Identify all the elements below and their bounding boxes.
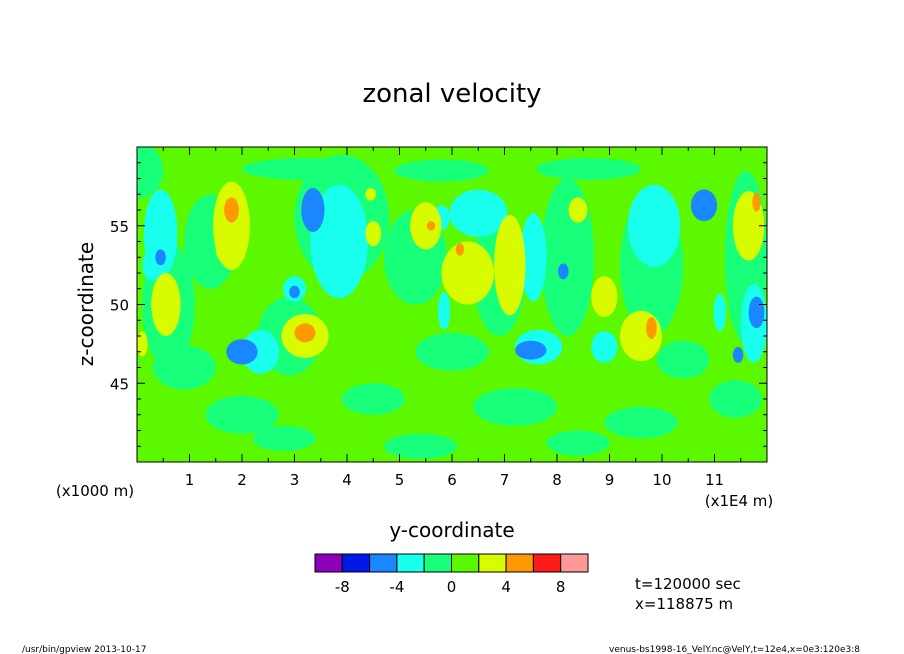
contour-region xyxy=(748,296,765,329)
contour-region xyxy=(137,331,148,357)
contour-region xyxy=(455,243,465,256)
contour-region xyxy=(294,323,316,343)
x-tick-label: 10 xyxy=(652,471,671,489)
y-tick-label: 50 xyxy=(110,297,129,315)
contour-region xyxy=(151,273,181,336)
contour-region xyxy=(137,147,164,199)
contour-region xyxy=(289,285,300,299)
colorbar-tick-label: 4 xyxy=(501,578,511,596)
contour-region xyxy=(310,184,368,299)
contour-region xyxy=(205,395,279,434)
y-tick-label: 55 xyxy=(110,218,129,236)
contour-region xyxy=(365,188,376,201)
contour-region xyxy=(732,347,744,363)
y-axis-ticks: 45 50 55 xyxy=(110,162,767,447)
x-axis-label: y-coordinate xyxy=(389,518,514,542)
contour-region xyxy=(591,331,618,363)
contour-region xyxy=(558,263,569,280)
contour-region xyxy=(713,293,727,332)
contour-region xyxy=(656,340,710,379)
footer-right: venus-bs1998-16_VelY.nc@VelY,t=12e4,x=0e… xyxy=(609,645,860,654)
x-scale-note: (x1E4 m) xyxy=(705,492,774,510)
contour-region xyxy=(752,192,761,212)
contour-region xyxy=(394,159,489,182)
x-tick-label: 5 xyxy=(395,471,405,489)
x-tick-label: 4 xyxy=(342,471,352,489)
colorbar-swatch xyxy=(451,553,480,573)
x-tick-label: 11 xyxy=(705,471,724,489)
colorbar-swatch xyxy=(341,553,371,573)
contour-region xyxy=(568,197,588,223)
contour-region xyxy=(646,317,657,340)
colorbar-swatch xyxy=(532,553,562,573)
contour-region xyxy=(365,221,382,247)
contour-region xyxy=(494,214,526,316)
x-tick-label: 3 xyxy=(290,471,300,489)
contour-region xyxy=(301,188,325,232)
x-tick-label: 9 xyxy=(605,471,615,489)
contour-region xyxy=(536,158,641,180)
contour-region xyxy=(242,329,279,374)
y-axis-label: z-coordinate xyxy=(74,242,98,366)
y-scale-note: (x1000 m) xyxy=(56,482,134,500)
colorbar-swatch xyxy=(396,553,425,573)
footer-left: /usr/bin/gpview 2013-10-17 xyxy=(22,645,146,654)
y-tick-label: 45 xyxy=(110,375,129,393)
colorbar-swatch xyxy=(314,553,343,573)
contour-region xyxy=(620,310,662,362)
x-tick-label: 8 xyxy=(552,471,562,489)
contour-region xyxy=(591,276,618,318)
contour-region xyxy=(473,388,557,426)
contour-region xyxy=(604,406,678,439)
contour-region xyxy=(242,158,368,180)
colorbar-swatch xyxy=(560,553,589,573)
chart-title: zonal velocity xyxy=(362,79,541,109)
colorbar-swatch xyxy=(505,553,534,573)
contour-region xyxy=(415,332,489,371)
position-annotation: x=118875 m xyxy=(635,595,733,613)
contour-region xyxy=(341,383,405,415)
contour-region xyxy=(449,189,508,237)
contour-region xyxy=(383,433,458,459)
contour-region xyxy=(215,233,242,266)
colorbar: -8 -4 0 4 8 xyxy=(314,553,589,596)
contour-region xyxy=(155,249,166,266)
x-tick-label: 2 xyxy=(237,471,247,489)
contour-region xyxy=(709,380,762,418)
x-tick-label: 1 xyxy=(185,471,195,489)
x-tick-label: 6 xyxy=(447,471,457,489)
contour-region xyxy=(224,197,239,223)
colorbar-swatch xyxy=(423,553,453,573)
contour-region xyxy=(152,345,216,390)
contour-region xyxy=(252,425,316,451)
x-axis-ticks: 1 2 3 4 5 6 7 8 9 10 11 xyxy=(162,147,742,489)
contour-region xyxy=(520,213,547,302)
contour-region xyxy=(426,221,436,231)
contour-field xyxy=(137,147,767,462)
colorbar-swatch xyxy=(369,553,398,573)
colorbar-tick-label: -8 xyxy=(335,578,350,596)
contour-region xyxy=(627,184,681,267)
colorbar-tick-label: -4 xyxy=(389,578,404,596)
colorbar-tick-label: 0 xyxy=(447,578,457,596)
contour-region xyxy=(690,189,718,222)
x-tick-label: 7 xyxy=(500,471,510,489)
contour-region xyxy=(546,430,610,456)
contour-region xyxy=(441,241,495,305)
colorbar-tick-label: 8 xyxy=(556,578,566,596)
time-annotation: t=120000 sec xyxy=(635,575,741,593)
contour-region xyxy=(410,202,442,250)
contour-region xyxy=(437,291,451,330)
contour-region xyxy=(226,339,258,365)
colorbar-swatch xyxy=(478,553,507,573)
contour-region xyxy=(541,178,594,337)
contour-region xyxy=(515,340,547,360)
